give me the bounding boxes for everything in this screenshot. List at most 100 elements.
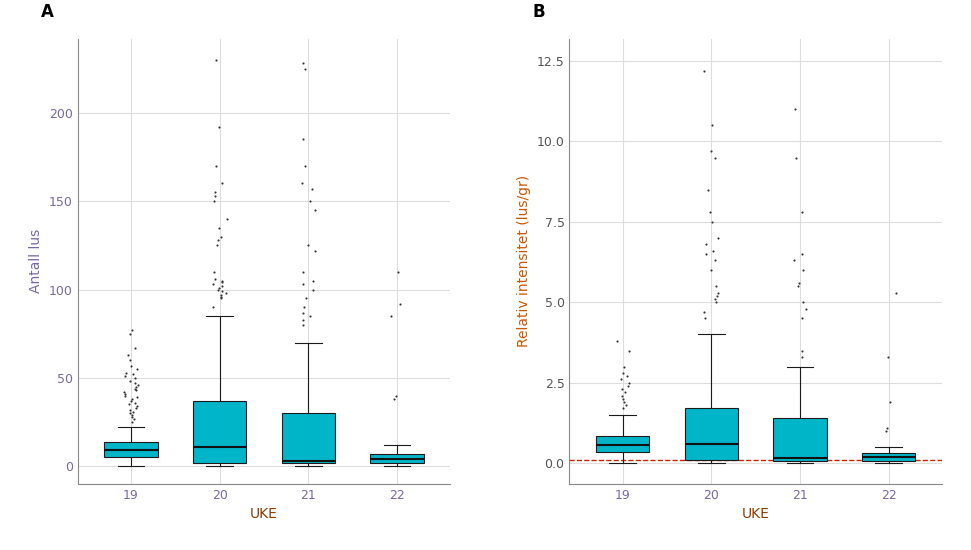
Point bbox=[295, 267, 311, 276]
Point bbox=[127, 343, 143, 353]
Point bbox=[215, 282, 230, 290]
Point bbox=[205, 303, 220, 312]
Point bbox=[296, 303, 312, 312]
PathPatch shape bbox=[773, 418, 826, 461]
Point bbox=[392, 299, 408, 308]
Point bbox=[210, 235, 225, 244]
Point bbox=[307, 246, 322, 255]
Point bbox=[129, 404, 145, 412]
PathPatch shape bbox=[370, 454, 423, 463]
Point bbox=[208, 274, 223, 283]
Point bbox=[617, 388, 632, 397]
Point bbox=[122, 405, 138, 414]
Point bbox=[696, 66, 712, 75]
Point bbox=[879, 424, 894, 432]
Point bbox=[388, 391, 404, 400]
Point bbox=[882, 398, 897, 406]
Point bbox=[307, 206, 322, 214]
Point bbox=[302, 197, 318, 206]
Point bbox=[303, 312, 318, 321]
Point bbox=[616, 362, 631, 371]
Point bbox=[794, 250, 810, 258]
Point bbox=[123, 361, 139, 370]
Point bbox=[708, 282, 723, 290]
Point bbox=[708, 298, 723, 307]
Point bbox=[295, 135, 311, 144]
Point bbox=[614, 384, 629, 393]
Point bbox=[127, 384, 143, 393]
Point bbox=[124, 418, 140, 427]
Point bbox=[206, 197, 221, 206]
PathPatch shape bbox=[862, 453, 916, 461]
Point bbox=[790, 282, 806, 290]
Point bbox=[123, 397, 139, 405]
Point bbox=[299, 294, 315, 302]
Point bbox=[125, 407, 141, 416]
Point bbox=[127, 379, 143, 388]
Point bbox=[295, 315, 311, 324]
Point bbox=[791, 278, 807, 287]
Point bbox=[124, 395, 140, 404]
Y-axis label: Antall lus: Antall lus bbox=[29, 229, 44, 293]
Point bbox=[708, 256, 723, 265]
Point bbox=[117, 372, 133, 381]
Point bbox=[207, 188, 222, 197]
Point bbox=[211, 223, 226, 232]
Point bbox=[794, 353, 810, 361]
Point bbox=[619, 372, 634, 381]
Point bbox=[787, 105, 802, 114]
Point bbox=[305, 276, 320, 285]
Point bbox=[390, 267, 406, 276]
Point bbox=[117, 391, 133, 400]
Point bbox=[124, 326, 140, 334]
Point bbox=[795, 298, 811, 307]
Point bbox=[126, 414, 142, 423]
PathPatch shape bbox=[104, 442, 157, 458]
Point bbox=[128, 386, 144, 395]
Point bbox=[698, 240, 714, 249]
Point bbox=[122, 409, 138, 417]
Point bbox=[129, 393, 145, 402]
Point bbox=[122, 377, 138, 386]
Point bbox=[609, 337, 624, 345]
Point bbox=[121, 400, 137, 409]
Point bbox=[213, 232, 228, 241]
Point bbox=[304, 184, 319, 193]
Point bbox=[215, 276, 230, 285]
Point bbox=[878, 427, 893, 436]
Point bbox=[795, 266, 811, 274]
Point bbox=[130, 381, 146, 389]
Point bbox=[305, 285, 320, 294]
Point bbox=[214, 290, 229, 299]
PathPatch shape bbox=[685, 409, 738, 460]
Point bbox=[703, 147, 719, 156]
Point bbox=[295, 59, 311, 68]
Point bbox=[880, 353, 895, 361]
Point bbox=[123, 411, 139, 420]
Point bbox=[119, 350, 135, 359]
Point bbox=[613, 375, 628, 384]
PathPatch shape bbox=[193, 401, 247, 463]
Point bbox=[295, 280, 311, 289]
Point bbox=[127, 373, 143, 382]
Point bbox=[704, 217, 720, 226]
Point bbox=[708, 153, 723, 162]
Point bbox=[295, 321, 311, 329]
Point bbox=[210, 285, 225, 294]
Point bbox=[794, 314, 810, 323]
Point bbox=[118, 368, 134, 377]
Point bbox=[212, 123, 227, 131]
Text: A: A bbox=[41, 3, 53, 21]
Point bbox=[209, 161, 224, 170]
Text: B: B bbox=[532, 3, 545, 21]
PathPatch shape bbox=[282, 413, 335, 463]
PathPatch shape bbox=[596, 436, 650, 452]
X-axis label: UKE: UKE bbox=[742, 508, 770, 521]
Point bbox=[215, 278, 230, 287]
Point bbox=[218, 289, 234, 298]
Point bbox=[703, 266, 719, 274]
X-axis label: UKE: UKE bbox=[250, 508, 278, 521]
Point bbox=[708, 295, 723, 304]
Point bbox=[705, 121, 720, 130]
Point bbox=[208, 191, 223, 200]
